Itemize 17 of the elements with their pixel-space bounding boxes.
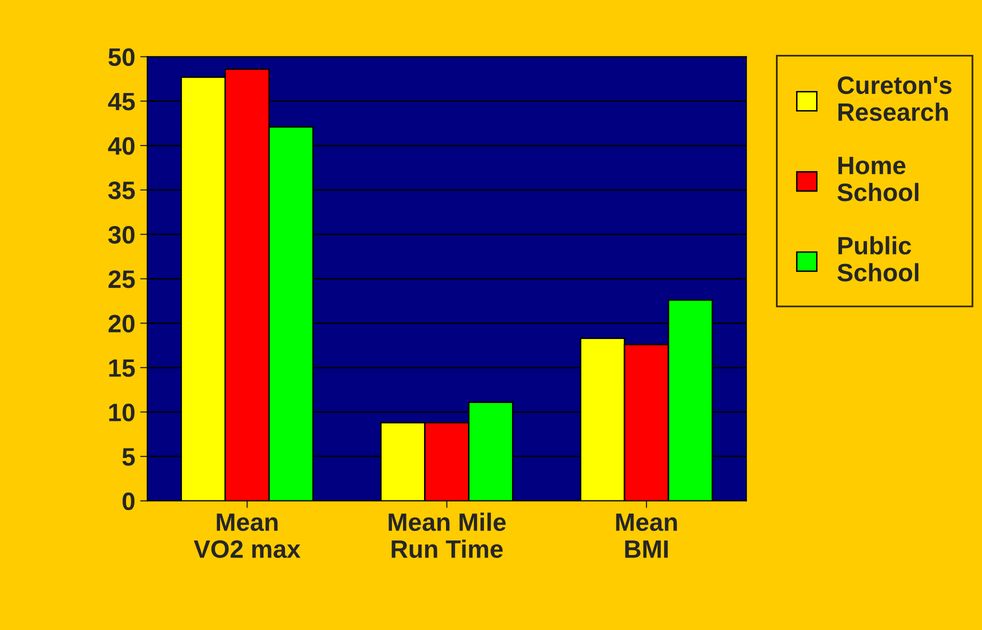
legend-label: Public School — [838, 236, 918, 282]
legend-label: Home School — [838, 156, 918, 202]
x-tick-label: Mean BMI — [616, 514, 677, 558]
y-tick-label: 50 — [108, 48, 134, 66]
y-tick-label: 0 — [122, 492, 134, 510]
y-tick-label: 10 — [109, 404, 134, 422]
y-tick-label: 5 — [122, 448, 135, 466]
y-tick-label: 45 — [108, 92, 135, 110]
y-tick-label: 20 — [108, 314, 134, 332]
x-tick-label: Mean Mile Run Time — [388, 512, 506, 558]
legend-label: Cureton's Research — [838, 76, 952, 122]
y-tick-label: 40 — [108, 137, 134, 155]
y-tick-label: 35 — [108, 182, 135, 200]
y-tick-label: 30 — [108, 226, 134, 244]
x-tick-label: Mean VO2 max — [194, 514, 300, 558]
y-tick-label: 25 — [108, 270, 135, 288]
y-tick-label: 15 — [109, 359, 135, 377]
